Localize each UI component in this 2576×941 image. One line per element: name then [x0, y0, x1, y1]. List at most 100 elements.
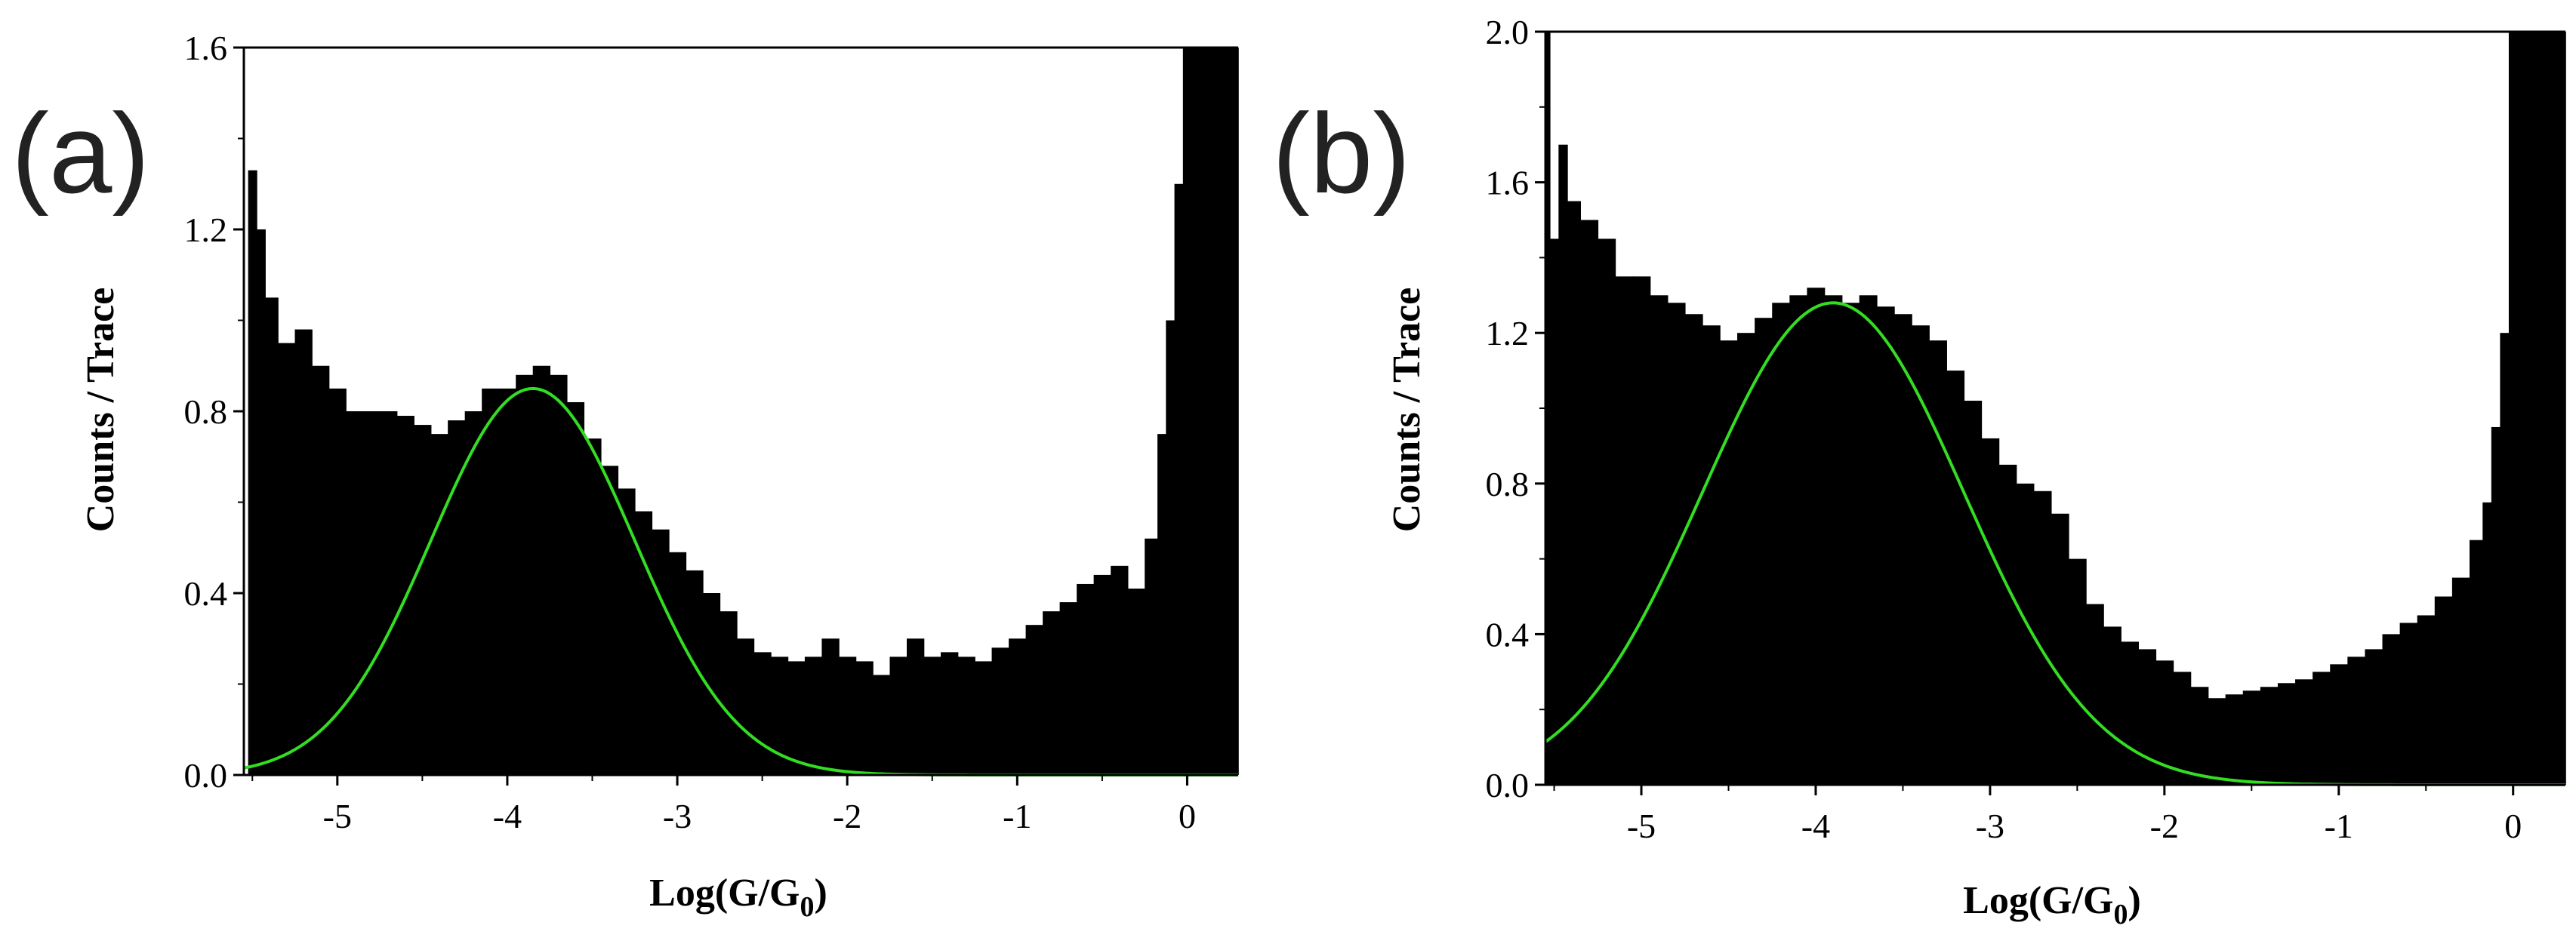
x-tick-label: -5: [1627, 807, 1656, 845]
x-tick-label: -1: [1003, 797, 1031, 835]
histogram-bar: [2208, 698, 2226, 785]
x-axis-label-close-b: ): [2128, 879, 2141, 922]
histogram-bar: [2508, 32, 2523, 785]
histogram-bar: [1174, 183, 1184, 775]
histogram-bar: [1558, 144, 1568, 785]
histogram-bar: [2173, 672, 2192, 785]
histogram-bar: [1702, 325, 1721, 786]
histogram-bar: [770, 657, 789, 775]
histogram-bar: [265, 297, 279, 775]
y-tick-label: 2.0: [1486, 13, 1530, 51]
histogram-bars-a: [248, 48, 1239, 776]
histogram-bar: [1009, 638, 1027, 775]
histogram-bar: [566, 401, 585, 775]
histogram-bar: [2103, 626, 2122, 785]
y-axis-label-a: Counts / Trace: [79, 288, 122, 533]
histogram-bar: [1893, 314, 1912, 785]
histogram-bar: [907, 638, 925, 775]
histogram-bar: [1043, 611, 1061, 775]
histogram-bar: [1632, 276, 1651, 786]
histogram-bar: [1859, 295, 1878, 785]
histogram-bar: [414, 425, 432, 775]
histogram-bar: [957, 657, 975, 775]
panel-label-a: (a): [11, 90, 149, 217]
histogram-bar: [1025, 625, 1043, 775]
axes-b: -5 -4 -3 -2 -1 0 0.0 0.4 0.8 1.2 1.6 2.0: [1486, 13, 2565, 845]
histogram-bar: [2313, 672, 2331, 785]
histogram-bar: [2051, 513, 2069, 785]
histogram-bar: [1789, 295, 1808, 785]
histogram-bar: [2033, 490, 2052, 785]
histogram-bar: [2295, 679, 2313, 785]
histogram-bar: [1580, 220, 1599, 785]
histogram-bar: [1929, 340, 1947, 785]
histogram-bar: [2451, 577, 2470, 785]
x-tick-label: -5: [323, 797, 352, 835]
histogram-bar: [668, 552, 687, 775]
histogram-bar: [2399, 623, 2418, 785]
histogram-bar: [618, 488, 636, 775]
histogram-bar: [1093, 574, 1111, 775]
histogram-bar: [2434, 596, 2453, 785]
histogram-bar: [1946, 371, 1965, 786]
histogram-bar: [346, 411, 364, 775]
histogram-bar: [2556, 32, 2566, 785]
y-tick-label: 0.0: [184, 756, 228, 795]
histogram-bar: [2347, 657, 2366, 785]
histogram-bar: [2482, 502, 2492, 785]
histogram-bar: [1772, 303, 1791, 785]
x-axis-label-main-a: Log(G/G: [649, 872, 800, 915]
histogram-bar: [634, 511, 653, 775]
y-tick-label: 0.8: [184, 392, 228, 431]
histogram-bar: [600, 466, 619, 775]
x-axis-label-sub-b: 0: [2114, 899, 2128, 930]
histogram-bar: [1876, 306, 1895, 785]
y-tick-label: 1.6: [184, 29, 228, 67]
y-tick-label: 1.2: [1486, 314, 1530, 352]
histogram-bar: [1059, 602, 1077, 775]
histogram-bar: [2417, 615, 2436, 785]
histogram-bar: [2382, 634, 2401, 785]
histogram-bar: [362, 411, 381, 775]
histogram-bar: [1213, 48, 1231, 775]
histogram-bars-b: [1545, 32, 2566, 786]
histogram-bar: [941, 652, 959, 775]
x-axis-label-sub-a: 0: [800, 891, 815, 923]
histogram-bar: [821, 638, 840, 775]
x-axis-label-b: Log(G/G0): [1963, 879, 2141, 930]
x-axis-label-close-a: ): [815, 872, 827, 915]
histogram-bar: [923, 657, 941, 775]
histogram-bar: [1545, 32, 1551, 785]
histogram-bar: [1964, 401, 1983, 785]
histogram-bar: [1737, 333, 1755, 785]
x-tick-label: -2: [833, 797, 861, 835]
histogram-bar: [482, 388, 500, 775]
histogram-bar: [804, 657, 823, 775]
histogram-bar: [2068, 558, 2087, 785]
histogram-bar: [2138, 649, 2157, 785]
histogram-bar: [1549, 238, 1560, 785]
histogram-bar: [1981, 438, 2000, 785]
histogram-bar: [686, 570, 704, 775]
histogram-bar: [2277, 683, 2296, 785]
histogram-bar: [1650, 295, 1669, 785]
histogram-bar: [2085, 604, 2104, 785]
histogram-bar: [448, 420, 466, 775]
histogram-bar: [736, 638, 755, 775]
axes-a: -5 -4 -3 -2 -1 0 0.0 0.4 0.8 1.2 1.6: [184, 29, 1238, 835]
histogram-bar: [838, 657, 857, 775]
histogram-bar: [1077, 583, 1095, 775]
histogram-bar: [719, 611, 738, 775]
histogram-bar: [380, 411, 398, 775]
histogram-bar: [294, 329, 313, 775]
y-tick-label: 0.0: [1486, 766, 1530, 804]
histogram-bar: [2016, 483, 2035, 785]
histogram-bar: [872, 675, 891, 775]
x-tick-label: -2: [2150, 807, 2179, 845]
panel-b: (b) Counts / Trace Log(G/G0) -5 -4 -3 -2 -1 0…: [1272, 13, 2566, 930]
histogram-bar: [312, 365, 330, 775]
histogram-bar: [2155, 660, 2174, 785]
histogram-bar: [532, 365, 551, 775]
histogram-bar: [2522, 32, 2541, 785]
